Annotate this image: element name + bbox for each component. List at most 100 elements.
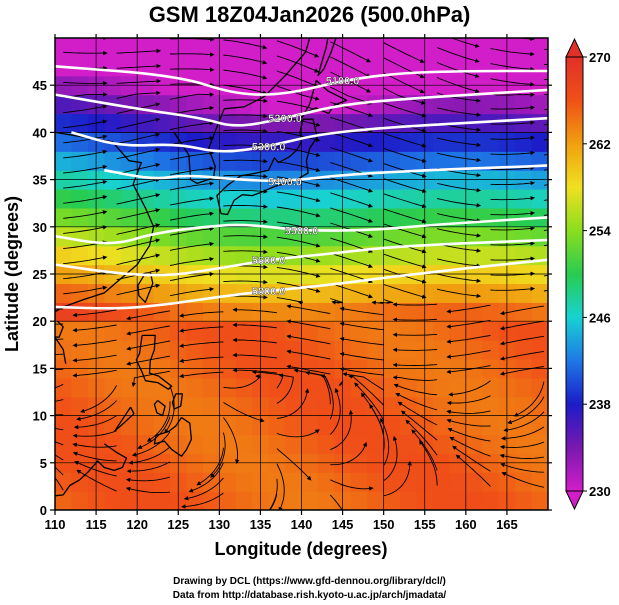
streamline [63, 81, 108, 86]
field-cell [449, 377, 467, 398]
streamline [223, 69, 268, 80]
streamline [286, 334, 331, 345]
streamline [383, 132, 427, 148]
field-cell [465, 38, 483, 58]
streamline [490, 63, 535, 72]
field-cell [268, 94, 286, 115]
field-cell [219, 491, 237, 510]
field-cell [350, 302, 368, 322]
field-cell [515, 245, 533, 266]
field-cell [137, 132, 155, 152]
streamline [179, 356, 224, 364]
streamline [63, 210, 108, 219]
field-cell [153, 113, 171, 133]
streamline [330, 56, 372, 78]
streamline [348, 374, 385, 406]
field-cell [400, 113, 418, 133]
field-cell [235, 207, 253, 228]
y-tick-label: 20 [33, 314, 47, 329]
field-cell [235, 113, 253, 133]
streamline [116, 238, 161, 250]
streamline [223, 128, 268, 134]
field-cell [55, 245, 73, 266]
field-cell [317, 94, 335, 115]
height-contour [55, 216, 548, 245]
field-cell [482, 207, 500, 228]
streamline [383, 87, 426, 105]
streamline [223, 219, 268, 224]
streamline [232, 367, 277, 374]
field-cell [301, 377, 319, 398]
streamline [395, 392, 438, 411]
contour-label: 5100.0 [326, 75, 360, 87]
streamline [223, 84, 268, 95]
coastlines [55, 38, 348, 497]
field-cell [383, 189, 401, 209]
streamline [276, 100, 321, 112]
streamline [73, 415, 117, 430]
streamline [455, 454, 491, 487]
field-cell [202, 38, 220, 58]
field-cell [482, 377, 500, 398]
streamline [330, 71, 372, 93]
streamline [72, 309, 117, 318]
field-cell [285, 396, 303, 417]
field-cell [104, 491, 122, 510]
colorbar: 230 238 246 254 262 270 [565, 37, 611, 511]
streamline [116, 63, 162, 69]
streamline [126, 355, 171, 366]
streamline [55, 323, 64, 325]
field-cell [285, 207, 303, 228]
streamline [392, 362, 438, 368]
streamline [116, 78, 162, 84]
credit-data-source: Data from http://database.rish.kyoto-u.a… [172, 590, 447, 601]
streamline [339, 351, 384, 361]
field-cell [137, 189, 155, 209]
streamline [63, 270, 108, 280]
streamline [63, 179, 108, 189]
field-cell [400, 302, 418, 322]
field-cell [71, 302, 89, 322]
streamline [55, 353, 64, 355]
field-cell [465, 245, 483, 266]
field-cell [55, 207, 73, 228]
field-cell [285, 415, 303, 436]
field-cell [531, 151, 548, 171]
field-cell [137, 396, 155, 417]
streamline [72, 354, 117, 363]
field-cell [465, 472, 483, 492]
coastline [153, 399, 166, 417]
field-cell [301, 491, 319, 510]
field-cell [531, 321, 548, 341]
field-cell [531, 434, 548, 454]
streamline [126, 461, 171, 474]
streamline [339, 336, 384, 346]
field-cell [515, 132, 533, 152]
field-cell [482, 189, 500, 209]
field-cell [268, 321, 286, 341]
coastline [114, 406, 135, 432]
field-cell [383, 396, 401, 417]
field-cell [367, 434, 385, 454]
streamline [116, 48, 162, 54]
field-cell [383, 226, 401, 247]
field-cell [202, 491, 220, 510]
field-cell [465, 151, 483, 171]
field-cell [219, 321, 237, 341]
x-tick-label: 130 [208, 517, 230, 532]
field-cell [400, 151, 418, 171]
streamline [188, 462, 224, 493]
field-cell [55, 377, 73, 398]
field-cell [465, 207, 483, 228]
streamline [383, 117, 427, 133]
streamline [55, 454, 64, 461]
y-axis: 0 5 10 15 20 25 30 35 40 45 [33, 78, 552, 518]
field-cell [515, 283, 533, 303]
x-tick-label: 120 [126, 517, 148, 532]
field-cell [482, 151, 500, 171]
field-cell [432, 377, 450, 398]
streamline [116, 177, 161, 190]
field-cell [383, 321, 401, 341]
field-cell [531, 113, 548, 133]
field-cell [350, 415, 368, 436]
